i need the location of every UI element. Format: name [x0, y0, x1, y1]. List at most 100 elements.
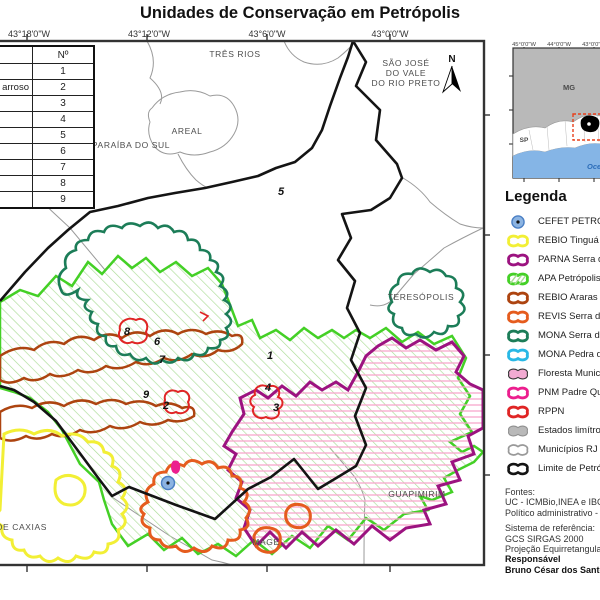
- legend-item-rppn: RPPN: [505, 402, 600, 421]
- rebio-tingua-swatch-icon: [507, 234, 529, 247]
- label-guapimirim: GUAPIMIRIM: [388, 489, 445, 499]
- page-title: Unidades de Conservação em Petrópolis: [139, 4, 461, 22]
- marker-1: 1: [267, 350, 273, 362]
- table-row: 5: [0, 127, 95, 144]
- marker-3: 3: [273, 402, 279, 414]
- rppn-regions: [118, 311, 284, 420]
- mona-serra-region: [57, 221, 466, 365]
- legend-item-label: PNM Padre Quinha: [538, 387, 600, 398]
- legend-item-label: Floresta Municipal: [538, 368, 600, 379]
- legend-item-label: RPPN: [538, 406, 565, 417]
- marker-7: 7: [159, 354, 166, 366]
- parna-swatch-icon: [507, 253, 529, 266]
- marker-2: 2: [162, 400, 169, 412]
- table-row: 8: [0, 175, 95, 192]
- legend-item-pnm: PNM Padre Quinha: [505, 383, 600, 402]
- legend-item-floresta: Floresta Municipal: [505, 364, 600, 383]
- table-row: 4: [0, 111, 95, 128]
- sources-block: Fontes: UC - ICMBio,INEA e IBGE Político…: [505, 487, 600, 575]
- legend-item-label: REVIS Serra da Estrela: [538, 311, 600, 322]
- inset-coord-45: 45°0'0"W: [512, 42, 536, 48]
- inset-coord-43: 43°0'0"W: [582, 42, 600, 48]
- inset-label-ocean: Oceano: [587, 162, 600, 171]
- reference-line: Sistema de referência:: [505, 523, 596, 534]
- parna-serra-dos-orgaos-region: [222, 336, 484, 551]
- graticule-ticks: [26, 34, 490, 572]
- legend-item-limite: Limite de Petrópolis: [505, 459, 600, 478]
- petropolis-boundary: [0, 41, 404, 521]
- legend-item-label: Limite de Petrópolis: [538, 463, 600, 474]
- marker-5: 5: [278, 186, 285, 198]
- floresta-swatch-icon: [508, 368, 528, 379]
- legend-item-parna: PARNA Serra dos Órgãos: [505, 250, 600, 269]
- inset-extent-box: [572, 113, 600, 141]
- table-row: 1: [0, 63, 95, 80]
- legend-item-cefet: CEFET PETRÓPOLIS: [505, 212, 600, 231]
- pnm-swatch-icon: [507, 386, 529, 399]
- legend-panel: Legenda CEFET PETRÓPOLIS REBIO Tinguá PA…: [505, 188, 600, 478]
- fontes-line: Político administrativo - IBGE: [505, 507, 600, 518]
- mona-pedra-swatch-icon: [507, 348, 529, 361]
- inset-petropolis-hole: [587, 122, 591, 126]
- municipios-swatch-icon: [507, 443, 529, 456]
- legend-item-label: MONA Pedra do Quitandinha: [538, 349, 600, 360]
- coord-43-18: 43°18'0"W: [8, 29, 51, 39]
- legend-item-apa: APA Petrópolis: [505, 269, 600, 288]
- label-mage: MAGÉ: [252, 537, 279, 547]
- legend-item-label: APA Petrópolis: [538, 273, 600, 284]
- legend-item-label: REBIO Araras: [538, 292, 598, 303]
- revis-swatch-icon: [507, 310, 529, 323]
- legend-item-label: Municípios RJ: [538, 444, 598, 455]
- label-teresopolis: TERESÓPOLIS: [388, 292, 455, 302]
- table-row: 6: [0, 143, 95, 160]
- legend-item-label: Estados limítrofes: [538, 425, 600, 436]
- pnm-region: [171, 460, 181, 474]
- coord-43-12: 43°12'0"W: [128, 29, 171, 39]
- limite-swatch-icon: [507, 462, 529, 475]
- revis-serra-region: [139, 459, 312, 554]
- label-sao-jose-2: DO VALE: [386, 68, 426, 78]
- rebio-araras-swatch-icon: [507, 291, 529, 304]
- marker-6: 6: [154, 336, 161, 348]
- legend-heading: Legenda: [505, 188, 567, 205]
- marker-4: 4: [264, 382, 271, 394]
- inset-locator-map: 45°0'0"W 44°0'0"W 43°0'0"W MG SP Oceano: [509, 42, 600, 182]
- marker-9: 9: [143, 389, 150, 401]
- responsible-name: Bruno César dos Santos: [505, 564, 600, 575]
- responsible-heading: Responsável: [505, 554, 561, 565]
- label-tres-rios: TRÊS RIOS: [209, 49, 260, 59]
- cefet-marker: [160, 475, 176, 491]
- legend-item-rebio-tingua: REBIO Tinguá: [505, 231, 600, 250]
- label-paraiba: PARAÍBA DO SUL: [92, 140, 170, 150]
- legend-item-label: MONA Serra da Maria Comprida: [538, 330, 600, 341]
- coord-43-6: 43°6'0"W: [248, 29, 286, 39]
- svg-text:N: N: [448, 54, 455, 65]
- fontes-heading: Fontes:: [505, 487, 536, 497]
- longitude-labels: 43°18'0"W 43°12'0"W 43°6'0"W 43°0'0"W: [8, 29, 409, 39]
- map-frame: [0, 39, 486, 567]
- legend-item-estados: Estados limítrofes: [505, 421, 600, 440]
- uc-number-markers: 1 2 3 4 5 6 7 8 9: [124, 186, 285, 414]
- table-row: 7: [0, 159, 95, 176]
- mona-serra-swatch-icon: [507, 329, 529, 342]
- table-row: 3: [0, 95, 95, 112]
- legend-item-label: REBIO Tinguá: [538, 235, 599, 246]
- table-name-header: [0, 45, 33, 64]
- marker-8: 8: [124, 326, 131, 338]
- reference-line: GCS SIRGAS 2000: [505, 533, 584, 544]
- inset-label-mg: MG: [563, 83, 575, 92]
- rppn-swatch-icon: [507, 405, 529, 418]
- table-row: 9: [0, 191, 95, 209]
- rebio-araras-region: [0, 328, 244, 442]
- inset-ocean: [513, 143, 600, 178]
- apa-swatch-icon: [507, 272, 529, 285]
- legend-item-municipios: Municípios RJ: [505, 440, 600, 459]
- reference-line: Projeção Equirretangular: [505, 544, 600, 555]
- legend-item-revis: REVIS Serra da Estrela: [505, 307, 600, 326]
- label-sao-jose-3: DO RIO PRETO: [372, 78, 441, 88]
- map-labels: TRÊS RIOS SÃO JOSÉ DO VALE DO RIO PRETO …: [0, 49, 454, 547]
- uc-table: Nº 1 arroso 2 3 4 5 6 7 8 9: [0, 45, 95, 209]
- estados-swatch-icon: [508, 425, 528, 436]
